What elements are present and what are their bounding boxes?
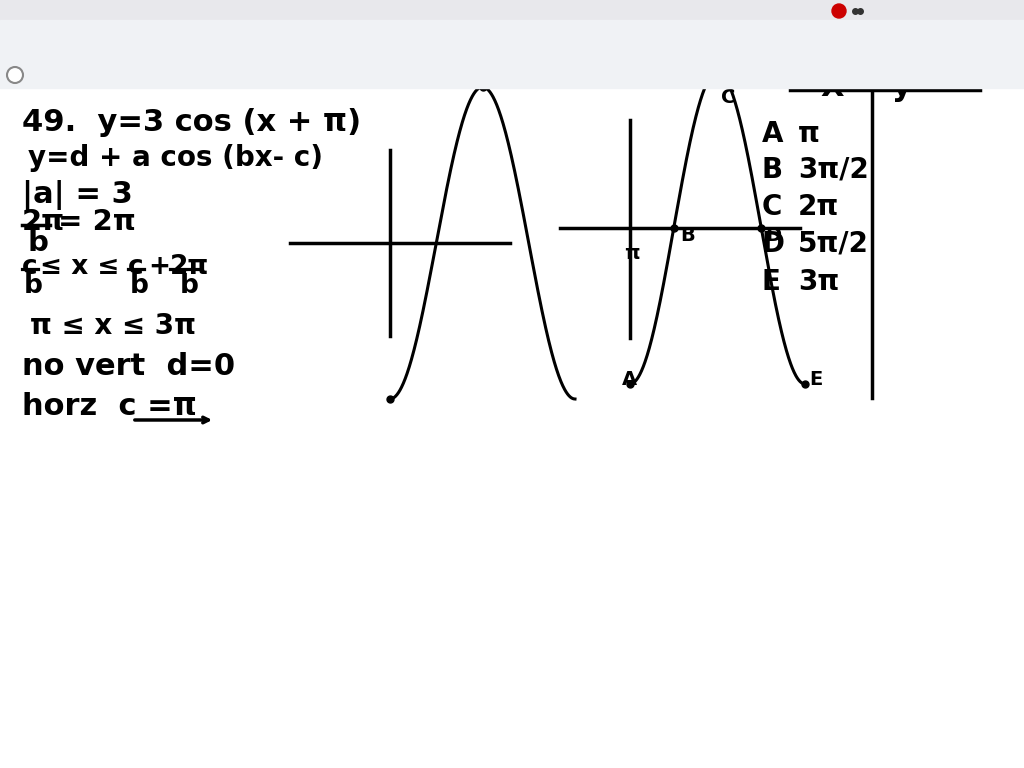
Text: B: B [762, 156, 783, 184]
Text: 2π: 2π [170, 254, 209, 280]
Text: 5π/2: 5π/2 [798, 230, 869, 258]
Text: π: π [624, 244, 640, 263]
Text: π: π [798, 120, 820, 148]
Text: C: C [722, 88, 736, 107]
Text: 5:18 PM  Sat Jan 30: 5:18 PM Sat Jan 30 [8, 4, 157, 19]
Text: 2π: 2π [798, 193, 840, 221]
Text: b: b [130, 273, 148, 299]
Text: E: E [809, 370, 822, 389]
Bar [0, 20, 1024, 88]
Text: π ≤ x ≤ 3π: π ≤ x ≤ 3π [30, 312, 196, 340]
Text: ≤ x ≤: ≤ x ≤ [40, 254, 120, 280]
Text: 49.  y=3 cos (x + π): 49. y=3 cos (x + π) [22, 108, 361, 137]
Text: 2π: 2π [22, 208, 66, 236]
Text: y=d + a cos (bx- c): y=d + a cos (bx- c) [28, 144, 323, 172]
Text: c: c [22, 254, 38, 280]
Text: +: + [148, 254, 170, 280]
Text: My Note 14: My Note 14 [461, 4, 563, 22]
Text: no vert  d=0: no vert d=0 [22, 352, 236, 381]
Text: y: y [892, 73, 912, 102]
Text: D: D [765, 226, 781, 245]
Text: |a| = 3: |a| = 3 [22, 180, 133, 210]
Text: = 2π: = 2π [58, 208, 136, 236]
Text: ×: × [12, 71, 26, 89]
Text: E: E [762, 268, 781, 296]
Text: A: A [622, 370, 637, 389]
Text: horz  c =π: horz c =π [22, 392, 197, 421]
Text: B: B [680, 226, 694, 245]
Text: X: X [820, 73, 844, 102]
Bar [0, 0, 1024, 20]
Text: 67%: 67% [900, 4, 931, 18]
Circle shape [7, 67, 23, 83]
Text: b: b [28, 229, 49, 257]
Text: b: b [180, 273, 199, 299]
Text: C: C [762, 193, 782, 221]
Text: b: b [24, 273, 43, 299]
Text: c: c [128, 254, 143, 280]
Text: D: D [762, 230, 785, 258]
Circle shape [831, 4, 846, 18]
Text: 3π/2: 3π/2 [798, 156, 868, 184]
Text: 3π: 3π [798, 268, 840, 296]
Text: A: A [762, 120, 783, 148]
